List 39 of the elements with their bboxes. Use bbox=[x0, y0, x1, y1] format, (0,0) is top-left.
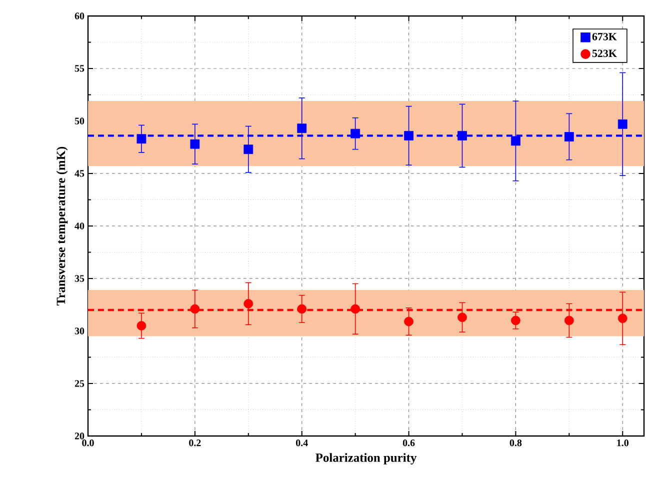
point bbox=[244, 144, 254, 154]
point bbox=[618, 119, 628, 129]
point bbox=[404, 130, 414, 140]
y-tick-label: 40 bbox=[74, 222, 84, 230]
x-tick-label: 0.0 bbox=[82, 440, 94, 446]
x-tick-label: 1.0 bbox=[617, 440, 628, 446]
y-tick-label: 50 bbox=[74, 118, 84, 124]
point bbox=[190, 304, 200, 314]
y-tick-label: 30 bbox=[74, 328, 84, 334]
point bbox=[190, 139, 200, 149]
point bbox=[564, 132, 574, 142]
point bbox=[564, 316, 574, 326]
point bbox=[297, 124, 307, 134]
y-axis-title: Transverse temperature (mK) bbox=[56, 146, 68, 306]
legend-label: 523K bbox=[592, 50, 617, 58]
y-tick-label: 60 bbox=[74, 12, 84, 20]
point bbox=[404, 316, 414, 326]
point bbox=[618, 314, 628, 324]
x-tick-label: 0.4 bbox=[296, 440, 308, 446]
y-tick-label: 25 bbox=[74, 380, 84, 387]
x-tick-label: 0.8 bbox=[510, 440, 522, 446]
legend-label: 673K bbox=[592, 32, 617, 40]
y-tick-label: 20 bbox=[74, 432, 84, 440]
point bbox=[136, 134, 146, 144]
x-tick-label: 0.2 bbox=[189, 440, 201, 446]
y-tick-label: 55 bbox=[74, 65, 84, 72]
point bbox=[511, 316, 520, 326]
point bbox=[350, 128, 360, 138]
y-tick-label: 45 bbox=[74, 170, 84, 177]
y-tick-label: 35 bbox=[74, 275, 84, 282]
x-tick-label: 0.6 bbox=[402, 440, 415, 446]
point bbox=[136, 321, 146, 330]
point bbox=[458, 312, 467, 322]
point bbox=[297, 304, 307, 314]
point bbox=[511, 136, 520, 146]
point bbox=[350, 304, 360, 314]
x-axis-title: Polarization purity bbox=[316, 453, 417, 464]
point bbox=[458, 130, 467, 140]
point bbox=[244, 298, 254, 308]
